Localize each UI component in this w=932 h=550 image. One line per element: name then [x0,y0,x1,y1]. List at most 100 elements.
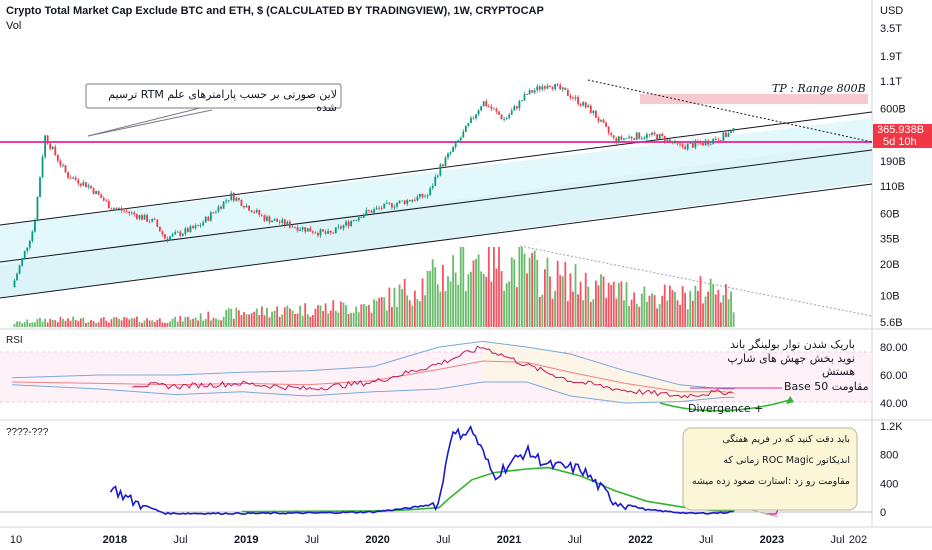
volume-bar [719,302,722,327]
price-candle [365,207,368,216]
volume-bar [691,300,694,327]
price-candle [317,231,319,238]
volume-bar [513,259,516,327]
price-candle [643,135,646,140]
price-candle [663,135,666,145]
volume-bar [393,287,396,327]
price-candle [551,86,554,91]
rtm-callout-pointer [87,107,201,137]
price-tick-label: 3.5T [880,23,902,35]
price-candle [533,88,536,95]
price-candle [607,125,610,136]
volume-bar [643,286,646,327]
volume-bar [630,299,633,327]
volume-bar [505,283,508,327]
volume-bar [90,319,92,327]
volume-bar [707,291,709,327]
price-candle [684,144,687,151]
volume-bar [347,313,350,327]
volume-bar [674,291,676,327]
volume-bar [544,269,546,327]
time-tick-label: 2022 [628,534,652,546]
volume-bar [663,284,666,327]
volume-bar [477,254,480,327]
volume-bar [324,303,327,327]
rsi-pane-label: RSI [6,335,23,346]
volume-bar [192,318,194,327]
roc-signal-line [241,466,735,513]
price-candle [72,176,75,179]
price-candle [508,112,511,120]
volume-bar [536,259,539,327]
price-candle [679,141,681,148]
price-candle [523,91,526,102]
volume-bar [102,317,105,327]
volume-bar [62,318,64,327]
price-candle [309,225,312,232]
volume-bar [640,293,643,327]
price-candle [574,94,577,101]
volume-bar [164,322,166,327]
price-candle [658,133,661,140]
volume-bar [439,291,442,327]
volume-bar [510,257,513,327]
channel-top-line [0,111,873,226]
volume-bar [408,300,411,327]
price-candle [495,107,498,115]
price-candle [623,137,625,142]
volume-bar [286,305,289,327]
volume-bar [133,318,136,327]
price-axis: 3.5T 1.9T 1.1T 600B 190B 110B 60B 35B 20B 10B 5.6B [880,23,906,329]
volume-bar [176,321,179,327]
volume-bar [107,322,110,327]
price-candle [589,104,592,114]
price-candle [243,205,245,209]
volume-bar [429,270,432,327]
volume-bar [202,320,205,327]
price-candle [204,215,207,224]
channel-bottom-line [0,183,873,299]
volume-bar [569,273,572,327]
volume-bar [362,303,365,327]
price-candle [62,162,64,168]
price-candle [322,229,324,232]
volume-bar [482,273,485,327]
price-candle [493,106,495,110]
price-candle [454,140,457,150]
price-candle [727,131,730,138]
volume-bar [449,281,452,327]
price-candle [709,141,712,146]
price-candle [102,196,105,202]
time-tick-label: 202 [849,534,867,546]
tp-label: TP : Range 800B [772,82,866,95]
volume-bar [434,267,437,327]
volume-bar [411,305,414,327]
volume-bars [13,247,735,327]
volume-bar [209,320,212,327]
price-candle [434,174,437,187]
volume-bar [271,311,273,327]
price-candle [505,116,508,120]
volume-bar [39,317,41,327]
price-candle [230,190,233,202]
price-candle [564,87,567,91]
volume-bar [289,308,291,327]
price-candle [503,116,505,122]
price-candle [615,136,618,145]
time-tick-label: Jul [568,534,582,546]
price-candle [449,151,452,156]
volume-bar [352,312,355,327]
price-candle [704,138,707,146]
price-candle [187,226,189,233]
last-price-box [873,124,932,136]
price-candle [289,219,291,230]
roc-note-line-1: باید دقت کنید که در فریم هفتگی [722,434,850,445]
volume-bar [95,323,97,327]
price-tick-label: 1.1T [880,76,902,88]
price-candle [640,135,643,141]
volume-bar [416,299,419,327]
volume-bar [365,305,368,327]
volume-bar [118,318,120,327]
price-candle [413,197,416,202]
price-candle [352,219,355,222]
